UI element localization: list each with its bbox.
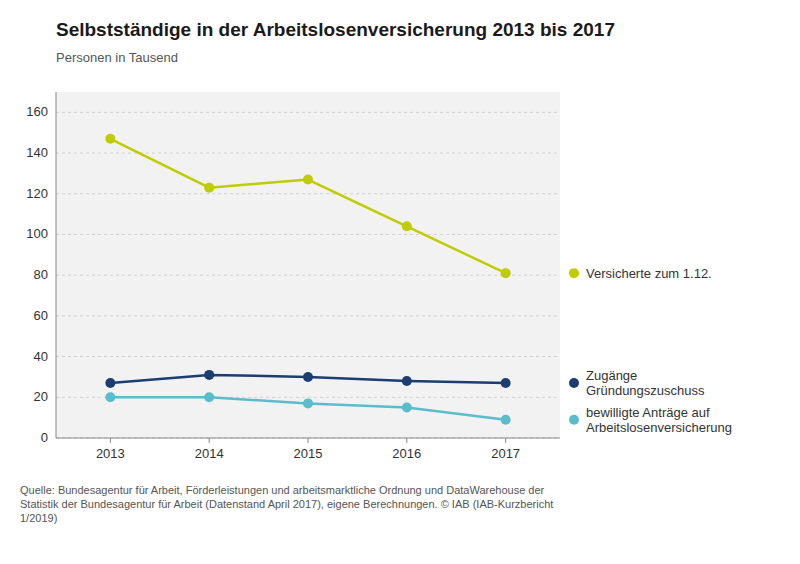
legend: Versicherte zum 1.12. ZugängeGründungszus… (569, 266, 732, 435)
series-point (402, 402, 412, 412)
subtitle: Personen in Tausend (56, 50, 178, 65)
title: Selbstständige in der Arbeitslosenversic… (56, 19, 615, 40)
y-tick-label: 160 (26, 104, 48, 119)
x-tick (308, 438, 309, 443)
grid-line (56, 356, 560, 357)
series-point (105, 378, 115, 388)
series-point (501, 378, 511, 388)
grid-line (56, 234, 560, 235)
series-point (204, 392, 214, 402)
chart: Selbstständige in der Arbeitslosenversic… (0, 0, 800, 564)
plot-background (56, 92, 560, 438)
x-tick-label: 2013 (96, 446, 125, 461)
series-line (110, 139, 505, 273)
x-tick (209, 438, 210, 443)
series-point (303, 398, 313, 408)
y-tick-label: 60 (34, 308, 48, 323)
grid-line (56, 153, 560, 154)
x-tick (406, 438, 407, 443)
y-tick-label: 140 (26, 145, 48, 160)
x-tick (505, 438, 506, 443)
y-tick-label: 40 (34, 349, 48, 364)
y-tick-label: 120 (26, 186, 48, 201)
series-point (105, 134, 115, 144)
legend-label: ZugängeGründungszuschuss (586, 368, 705, 398)
grid-line (56, 193, 560, 194)
grid-line (56, 112, 560, 113)
series-point (105, 392, 115, 402)
series-point (204, 370, 214, 380)
x-tick-label: 2014 (195, 446, 224, 461)
series-group (105, 134, 510, 425)
series-point (501, 415, 511, 425)
series-point (303, 372, 313, 382)
x-tick-label: 2016 (392, 446, 421, 461)
x-tick (110, 438, 111, 443)
grid-line (56, 438, 560, 439)
legend-swatch (569, 415, 579, 425)
y-axis-line (56, 92, 57, 438)
series-point (501, 268, 511, 278)
legend-swatch (569, 378, 579, 388)
series-point (402, 221, 412, 231)
grid-line (56, 315, 560, 316)
legend-swatch (569, 268, 579, 278)
series-line (110, 397, 505, 419)
series-point (204, 183, 214, 193)
y-tick-label: 80 (34, 267, 48, 282)
legend-label: bewilligte Anträge aufArbeitslosenversic… (586, 405, 732, 435)
grid (56, 112, 560, 438)
y-tick-label: 100 (26, 226, 48, 241)
y-tick-label: 0 (41, 430, 48, 445)
grid-line (56, 275, 560, 276)
series-point (303, 175, 313, 185)
y-tick-label: 20 (34, 389, 48, 404)
x-tick-label: 2015 (294, 446, 323, 461)
source-note: Quelle: Bundesagentur für Arbeit, Förder… (20, 484, 553, 524)
x-tick-label: 2017 (491, 446, 520, 461)
legend-label: Versicherte zum 1.12. (586, 266, 712, 281)
x-axis-line (56, 438, 560, 439)
chart-container: Selbstständige in der Arbeitslosenversic… (0, 0, 800, 564)
series-point (402, 376, 412, 386)
